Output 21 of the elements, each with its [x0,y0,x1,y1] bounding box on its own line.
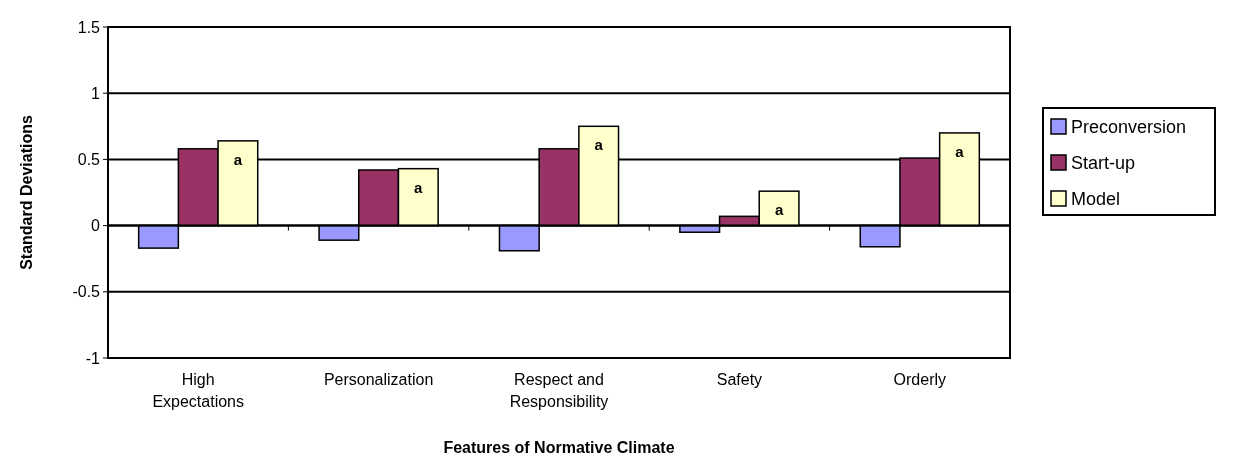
y-tick-label: 0.5 [77,151,101,168]
data-label: a [594,136,604,154]
data-label: a [774,201,784,219]
y-tick-label: 1 [91,84,101,102]
legend-label: Preconversion [1071,117,1187,138]
x-tick-label: High Expectations [152,371,244,410]
data-label: a [955,142,965,160]
legend-label: Start-up [1071,153,1136,174]
x-tick-label: Personalization [323,371,434,388]
x-tick-label: Safety [716,371,763,388]
data-label: a [414,178,424,196]
x-tick-label: Respect and Responsibility [509,371,609,410]
y-tick-label: -1 [85,349,101,367]
x-tick-label: Orderly [893,371,947,388]
y-axis-title: Standard Deviations [18,115,35,270]
y-tick-label: -0.5 [72,283,101,301]
x-axis-title: Features of Normative Climate [443,439,675,456]
legend-label: Model [1071,189,1121,210]
y-tick-label: 0 [91,217,101,235]
data-label: a [233,150,243,168]
y-tick-label: 1.5 [77,18,101,36]
